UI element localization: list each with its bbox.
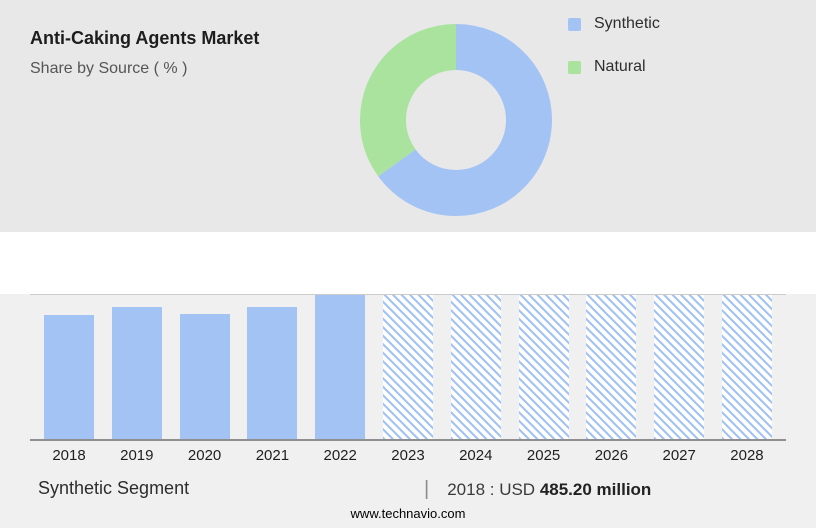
separator: |	[424, 478, 430, 500]
donut-chart	[360, 24, 552, 216]
bar-plot-area	[30, 294, 786, 441]
bar-2018	[44, 315, 94, 439]
forecast-bar-2024	[450, 295, 501, 439]
legend-label: Natural	[594, 58, 646, 75]
x-axis-label-2018: 2018	[52, 447, 86, 464]
legend-swatch-natural	[568, 60, 581, 74]
market-value: | 2018 : USD 485.20 million	[424, 478, 651, 501]
value-prefix: 2018 : USD	[447, 480, 540, 499]
bar-series	[30, 295, 786, 439]
x-axis-label-2019: 2019	[120, 447, 154, 464]
value-amount: 485.20 million	[539, 480, 652, 499]
header: Anti-Caking Agents Market Share by Sourc…	[30, 28, 259, 78]
legend-item-natural: Natural	[568, 58, 660, 76]
x-axis-label-2027: 2027	[662, 447, 696, 464]
forecast-bar-2025	[518, 295, 569, 439]
x-axis-label-2023: 2023	[391, 447, 425, 464]
legend-item-synthetic: Synthetic	[568, 15, 660, 33]
bar-2020	[179, 313, 230, 439]
x-axis-label-2025: 2025	[526, 447, 561, 464]
panel-divider	[0, 232, 816, 258]
x-axis-label-2024: 2024	[459, 447, 493, 464]
donut-slice-natural	[360, 24, 552, 216]
page-subtitle: Share by Source ( % )	[30, 60, 188, 77]
forecast-bar-2026	[586, 295, 637, 439]
x-axis-label-2022: 2022	[323, 447, 357, 464]
summary-row: Synthetic Segment | 2018 : USD 485.20 mil…	[0, 476, 816, 502]
segment-label: Synthetic Segment	[38, 478, 190, 498]
donut-legend: Synthetic Natural	[568, 15, 660, 76]
share-by-source-panel: Anti-Caking Agents Market Share by Sourc…	[0, 0, 816, 232]
bar-2019	[111, 306, 162, 439]
donut-chart-svg	[360, 24, 552, 216]
page-title: Anti-Caking Agents Market	[30, 28, 260, 48]
forecast-bar-2023	[382, 295, 433, 439]
x-axis-label-2026: 2026	[594, 447, 629, 464]
legend-swatch-synthetic	[568, 17, 581, 31]
x-axis-label-2021: 2021	[255, 447, 290, 464]
x-axis-labels: 2018 2019 2020 2021 2022 2023 2024 2025 2026 2027…	[30, 447, 786, 464]
bar-2021	[247, 306, 298, 439]
x-axis-label-2020: 2020	[187, 447, 222, 464]
forecast-bar-2027	[654, 295, 705, 439]
forecast-bar-2028	[721, 295, 772, 439]
website-link[interactable]: www.technavio.com	[350, 506, 466, 521]
legend-label: Synthetic	[594, 15, 660, 32]
yearly-trend-panel: 2018 2019 2020 2021 2022 2023 2024 2025 2026 2027…	[0, 294, 816, 528]
bar-2022	[315, 295, 366, 439]
x-axis-label-2028: 2028	[730, 447, 764, 464]
